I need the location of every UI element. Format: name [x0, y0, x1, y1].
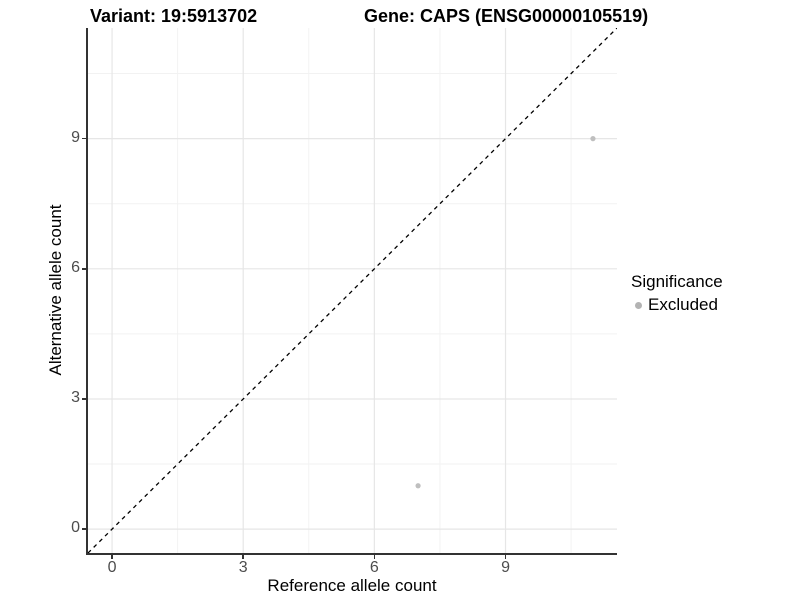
y-tick-mark [82, 528, 86, 530]
x-axis-title: Reference allele count [267, 576, 437, 595]
x-tick-mark [504, 555, 507, 559]
x-tick-mark [373, 555, 376, 559]
x-tick-label: 3 [238, 559, 248, 576]
x-tick-mark [242, 555, 244, 559]
y-tick-mark [82, 398, 86, 400]
y-tick-label: 0 [71, 519, 80, 537]
x-tick-label: 0 [107, 559, 117, 576]
plot-panel [86, 28, 617, 555]
y-tick-label: 6 [71, 258, 80, 276]
legend: Significance Excluded [631, 272, 723, 315]
legend-item-label: Excluded [648, 295, 718, 314]
identity-line [88, 28, 617, 553]
data-point [415, 483, 421, 489]
y-tick-label: 3 [71, 388, 80, 406]
x-tick-label: 6 [369, 559, 379, 576]
y-tick-mark [82, 268, 86, 270]
plot-title-variant: Variant: 19:5913702 [90, 6, 258, 26]
legend-item-excluded: Excluded [631, 295, 723, 315]
plot-title-gene: Gene: CAPS (ENSG00000105519) [364, 6, 649, 26]
legend-point-icon [635, 301, 642, 309]
x-tick-label: 9 [501, 559, 510, 576]
y-axis-title: Alternative allele count [46, 204, 65, 376]
plot-area-svg [88, 28, 617, 553]
y-tick-mark [82, 137, 86, 140]
x-tick-mark [111, 555, 113, 559]
data-point [590, 136, 596, 142]
y-tick-label: 9 [71, 128, 80, 146]
legend-title: Significance [631, 272, 723, 291]
